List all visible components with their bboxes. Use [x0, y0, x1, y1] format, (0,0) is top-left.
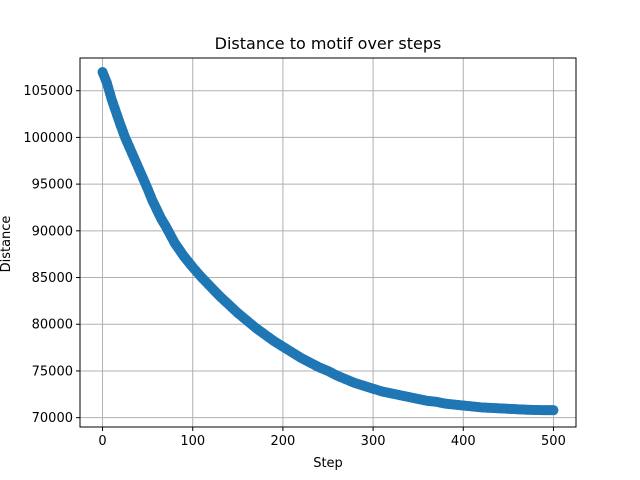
x-tick-label: 200: [270, 434, 295, 449]
x-axis-label: Step: [313, 456, 343, 471]
x-tick-label: 300: [361, 434, 386, 449]
x-tick-label: 500: [541, 434, 566, 449]
y-tick-label: 105000: [23, 84, 73, 99]
x-tick-label: 400: [451, 434, 476, 449]
data-point: [548, 405, 559, 416]
y-tick-label: 100000: [23, 131, 73, 146]
y-tick-label: 80000: [32, 318, 73, 333]
y-tick-label: 90000: [32, 224, 73, 239]
y-tick-label: 95000: [32, 178, 73, 193]
y-tick-label: 85000: [32, 271, 73, 286]
y-axis-label: Distance: [0, 216, 14, 273]
chart-title: Distance to motif over steps: [215, 34, 442, 53]
x-tick-label: 0: [98, 434, 106, 449]
y-tick-label: 75000: [32, 364, 73, 379]
plot-frame: [79, 57, 577, 428]
y-tick-label: 70000: [32, 411, 73, 426]
data-points: [97, 67, 559, 416]
axis-ticks: 0 100 200 300 400 500 70000 75000 80000 85000 9000…: [23, 84, 566, 449]
x-tick-label: 100: [180, 434, 205, 449]
